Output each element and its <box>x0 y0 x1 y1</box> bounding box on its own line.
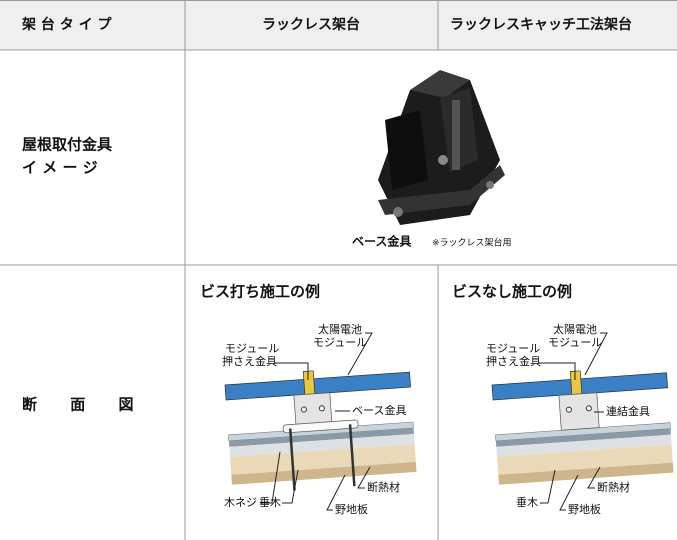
product-image <box>378 70 505 225</box>
diagram-label: 押さえ金具 <box>486 354 541 368</box>
section-diagram <box>224 370 417 491</box>
diagram-label: モジュール <box>225 342 279 355</box>
diagram-label: 太陽電池 <box>318 323 362 336</box>
header-column: ラックレス架台 <box>262 16 360 33</box>
leader-lines <box>538 332 608 511</box>
diagram-label: 太陽電池 <box>553 323 597 336</box>
diagram-label: 垂木 <box>259 496 281 509</box>
diagram-label: 野地板 <box>568 502 601 516</box>
image-caption: ベース金具 <box>352 234 411 249</box>
diagram-label: 垂木 <box>516 496 538 509</box>
leader-lines <box>260 332 373 511</box>
diagram-label: 連結金具 <box>606 404 650 418</box>
section-diagram <box>491 370 674 485</box>
header-row-label: 架 台 タ イ プ <box>21 16 112 33</box>
panel-title: ビスなし施工の例 <box>452 283 572 301</box>
image-note: ※ラックレス架台用 <box>432 237 512 249</box>
diagram-label: モジュール <box>486 342 540 355</box>
diagram-label: 断熱材 <box>597 480 630 494</box>
panel-title: ビス打ち施工の例 <box>200 283 320 301</box>
diagram-label: モジュール <box>548 336 602 349</box>
diagram-label: ベース金具 <box>352 403 406 417</box>
row-label: イ メ ー ジ <box>22 159 98 177</box>
row-label: 屋根取付金具 <box>22 136 112 154</box>
row-label: 断 面 図 <box>22 396 133 414</box>
diagram-label: 野地板 <box>335 502 368 516</box>
header-bg <box>0 0 677 50</box>
diagram-label: モジュール <box>313 336 367 349</box>
diagram-label: 断熱材 <box>367 480 400 494</box>
header-column: ラックレスキャッチ工法架台 <box>450 16 632 33</box>
diagram-label: 木ネジ <box>224 496 257 509</box>
diagram-label: 押さえ金具 <box>222 354 277 368</box>
